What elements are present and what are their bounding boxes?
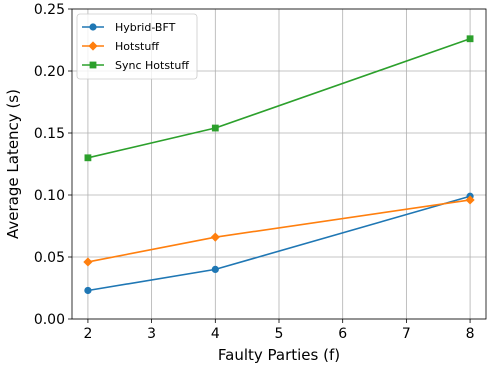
data-point — [465, 195, 475, 205]
data-point — [466, 35, 474, 43]
legend-label: Hybrid-BFT — [115, 21, 176, 34]
y-tick-label: 0.00 — [34, 312, 65, 328]
data-point — [210, 232, 220, 242]
data-point — [83, 257, 93, 267]
data-point — [211, 265, 219, 273]
y-tick-label: 0.05 — [34, 250, 65, 266]
x-axis-ticks: 2 3 4 5 6 7 8 — [83, 319, 475, 342]
legend-label: Hotstuff — [115, 40, 159, 53]
x-tick-label: 4 — [211, 326, 220, 342]
y-axis-ticks: 0.00 0.05 0.10 0.15 0.20 0.25 — [34, 2, 72, 328]
x-tick-label: 2 — [83, 326, 92, 342]
legend-box — [76, 13, 198, 80]
x-tick-label: 3 — [147, 326, 156, 342]
y-tick-label: 0.15 — [34, 126, 65, 142]
x-tick-label: 8 — [466, 326, 475, 342]
legend-marker — [89, 23, 97, 31]
y-tick-label: 0.10 — [34, 188, 65, 204]
data-point — [84, 286, 92, 295]
legend-marker — [89, 61, 97, 69]
x-axis-label: Faulty Parties (f) — [218, 346, 340, 364]
data-point — [84, 154, 92, 162]
legend-item: Sync Hotstuff — [82, 59, 189, 72]
y-axis-label: Average Latency (s) — [4, 89, 22, 239]
legend-item: Hybrid-BFT — [82, 21, 176, 34]
y-tick-label: 0.20 — [34, 64, 65, 80]
legend-item: Hotstuff — [82, 40, 159, 53]
data-point — [211, 124, 219, 132]
y-tick-label: 0.25 — [34, 2, 65, 18]
legend: Hybrid-BFT Hotstuff Sync Hotstuff — [76, 13, 198, 80]
x-tick-label: 5 — [275, 326, 284, 342]
legend-label: Sync Hotstuff — [115, 59, 189, 72]
series-hotstuff — [83, 195, 475, 267]
series-sync-hotstuff — [84, 35, 474, 162]
x-tick-label: 6 — [338, 326, 347, 342]
x-tick-label: 7 — [402, 326, 411, 342]
series-layer — [83, 35, 475, 295]
legend-marker — [88, 41, 98, 51]
